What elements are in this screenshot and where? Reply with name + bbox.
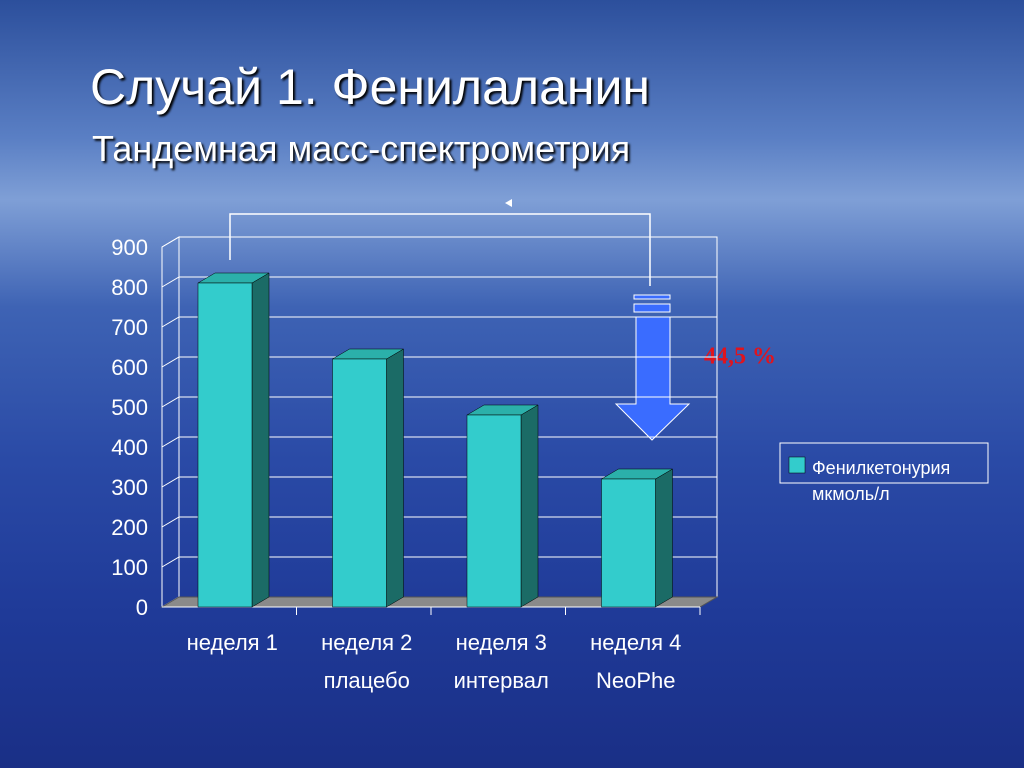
y-tick-label: 900 bbox=[111, 235, 148, 260]
down-arrow bbox=[614, 294, 691, 441]
bracket-marker bbox=[505, 199, 512, 207]
y-tick-label: 200 bbox=[111, 515, 148, 540]
y-tick-label: 0 bbox=[136, 595, 148, 620]
legend-swatch bbox=[788, 456, 806, 474]
grid-line bbox=[161, 356, 717, 368]
bar-side bbox=[251, 272, 270, 608]
y-tick-label: 800 bbox=[111, 275, 148, 300]
y-tick-label: 100 bbox=[111, 555, 148, 580]
legend-box bbox=[779, 442, 989, 484]
x-tick-label: неделя 1 bbox=[187, 630, 278, 655]
grid-line bbox=[161, 396, 717, 408]
slide-subtitle: Тандемная масс-спектрометрия bbox=[92, 128, 631, 169]
y-tick-label: 300 bbox=[111, 475, 148, 500]
side-wall bbox=[161, 236, 180, 608]
x-tick-label: NeoPhe bbox=[596, 668, 676, 693]
y-tick-label: 500 bbox=[111, 395, 148, 420]
legend-label: Фенилкетонурия мкмоль/л bbox=[812, 458, 951, 504]
bracket bbox=[229, 213, 651, 286]
grid-line bbox=[161, 276, 717, 288]
slide-title: Случай 1. Фенилаланин bbox=[90, 59, 651, 115]
grid-line bbox=[161, 236, 717, 248]
x-tick-label: неделя 4 bbox=[590, 630, 681, 655]
x-tick-label: неделя 2 bbox=[321, 630, 412, 655]
y-tick-label: 600 bbox=[111, 355, 148, 380]
bar-side bbox=[655, 468, 673, 608]
y-tick-label: 700 bbox=[111, 315, 148, 340]
bar-side bbox=[520, 404, 539, 608]
x-tick-label: интервал bbox=[454, 668, 549, 693]
x-tick-label: неделя 3 bbox=[456, 630, 547, 655]
bar bbox=[197, 282, 253, 608]
bar bbox=[601, 478, 656, 608]
bar bbox=[332, 358, 387, 608]
x-tick-label: плацебо bbox=[324, 668, 410, 693]
y-tick-label: 400 bbox=[111, 435, 148, 460]
bar-side bbox=[386, 348, 404, 608]
bar bbox=[466, 414, 522, 608]
grid-line bbox=[161, 316, 717, 328]
